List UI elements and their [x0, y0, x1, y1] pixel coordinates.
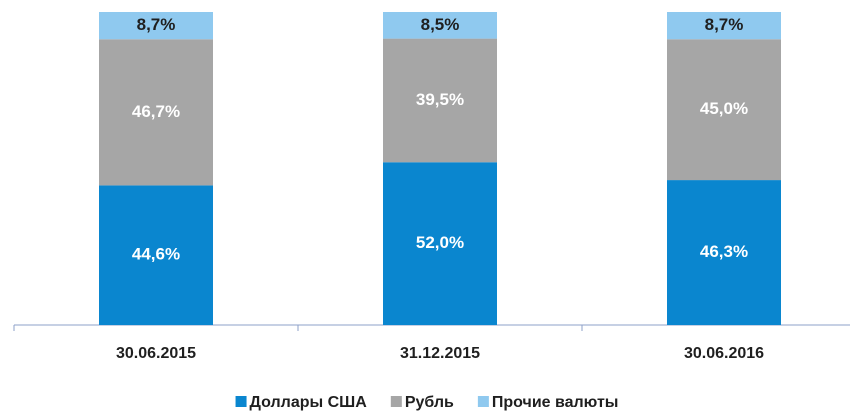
bar-segment: [383, 38, 497, 163]
value-label: 46,3%: [700, 242, 748, 261]
bar-segment: [667, 180, 781, 325]
bar-segment: [667, 39, 781, 181]
bar-segment: [383, 12, 497, 39]
legend-swatch: [235, 396, 247, 407]
bar-segment: [667, 12, 781, 40]
bar-segment: [99, 39, 213, 186]
bar-segment: [99, 185, 213, 325]
value-label: 8,7%: [705, 15, 744, 34]
legend-label: Рубль: [405, 394, 454, 411]
value-label: 46,7%: [132, 102, 180, 121]
value-label: 8,7%: [137, 15, 176, 34]
x-tick-label: 30.06.2016: [684, 345, 764, 362]
legend-swatch: [390, 396, 402, 407]
value-label: 8,5%: [421, 15, 460, 34]
legend-label: Прочие валюты: [492, 394, 619, 411]
value-label: 45,0%: [700, 99, 748, 118]
x-tick-label: 31.12.2015: [400, 345, 480, 362]
value-label: 44,6%: [132, 245, 180, 264]
bar-segment: [383, 162, 497, 325]
legend-swatch: [477, 396, 489, 407]
legend-label: Доллары США: [250, 394, 368, 411]
x-tick-label: 30.06.2015: [116, 345, 196, 362]
value-label: 52,0%: [416, 233, 464, 252]
value-label: 39,5%: [416, 90, 464, 109]
bar-segment: [99, 12, 213, 40]
